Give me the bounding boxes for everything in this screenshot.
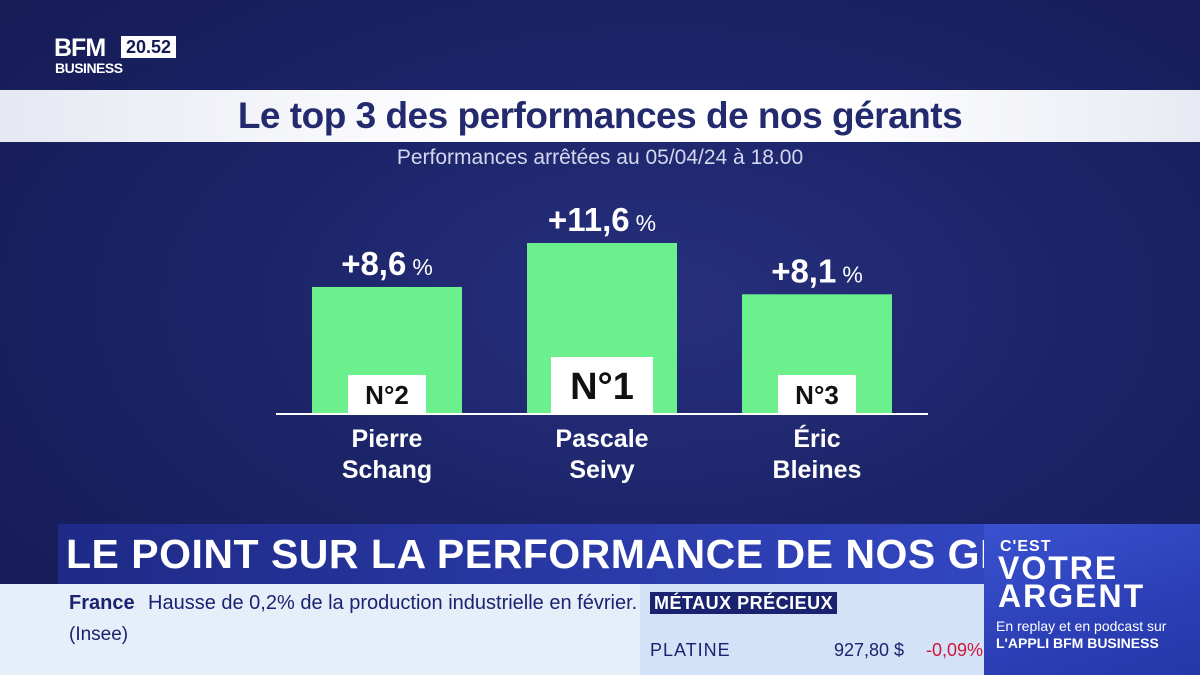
value-label-1: +8,6% xyxy=(341,245,433,282)
metal-name: PLATINE xyxy=(650,640,731,660)
metal-price: 927,80 $ xyxy=(834,640,905,660)
chart-subtitle: Performances arrêtées au 05/04/24 à 18.0… xyxy=(396,146,804,169)
category-label-3-line-2: Bleines xyxy=(773,456,862,484)
value-label-3: +8,1% xyxy=(771,252,863,289)
news-headline: Hausse de 0,2% de la production industri… xyxy=(148,592,638,614)
metal-change: -0,09% xyxy=(926,640,984,660)
rank-box-1 xyxy=(348,375,426,413)
promo-app-name: L'APPLI BFM BUSINESS xyxy=(996,635,1159,651)
rank-label-3: N°3 xyxy=(795,380,839,410)
rank-label-1: N°2 xyxy=(365,380,409,410)
category-label-2-line-1: Pascale xyxy=(555,425,648,453)
logo-business-text: BUSINESS xyxy=(55,60,123,76)
clock: 20.52 xyxy=(121,36,177,58)
lower-third-title: LE POINT SUR LA PERFORMANCE DE NOS GÉRAN… xyxy=(66,531,1152,577)
rank-box-2 xyxy=(551,357,653,413)
rank-label-2: N°1 xyxy=(570,366,634,408)
category-label-1-line-2: Schang xyxy=(342,456,432,484)
chart-title: Le top 3 des performances de nos gérants xyxy=(237,95,963,136)
title-band: Le top 3 des performances de nos gérants xyxy=(0,90,1200,142)
category-label-1-line-1: Pierre xyxy=(352,425,423,453)
promo-votre: VOTRE xyxy=(998,550,1119,586)
logo-bfm-text: BFM xyxy=(54,34,106,62)
bar-chart: +8,6 % N°2 Pierre Schang +11,6 % N°1 Pascale Seiv… xyxy=(312,201,892,484)
value-label-2: +11,6% xyxy=(548,201,656,238)
promo-cest: C'EST xyxy=(1000,538,1052,555)
market-label: MÉTAUX PRÉCIEUX xyxy=(650,592,838,614)
rank-box-3 xyxy=(778,375,856,413)
promo-argent: ARGENT xyxy=(998,578,1146,614)
channel-logo: BFM 20.52 BUSINESS xyxy=(54,36,188,76)
category-label-2-line-2: Seivy xyxy=(569,456,634,484)
news-panel: France Hausse de 0,2% de la production i… xyxy=(0,584,640,675)
news-source: (Insee) xyxy=(69,624,129,645)
promo-panel: C'EST VOTRE ARGENT En replay et en podca… xyxy=(984,524,1200,675)
category-label-3-line-1: Éric xyxy=(793,424,840,453)
news-country: France xyxy=(69,592,135,614)
lower-third-band: LE POINT SUR LA PERFORMANCE DE NOS GÉRAN… xyxy=(58,524,1151,584)
promo-subtitle: En replay et en podcast sur xyxy=(996,618,1167,634)
news-ticker: France Hausse de 0,2% de la production i… xyxy=(0,584,984,675)
